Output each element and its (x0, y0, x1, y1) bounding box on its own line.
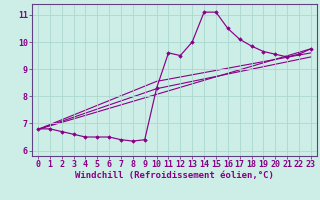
X-axis label: Windchill (Refroidissement éolien,°C): Windchill (Refroidissement éolien,°C) (75, 171, 274, 180)
